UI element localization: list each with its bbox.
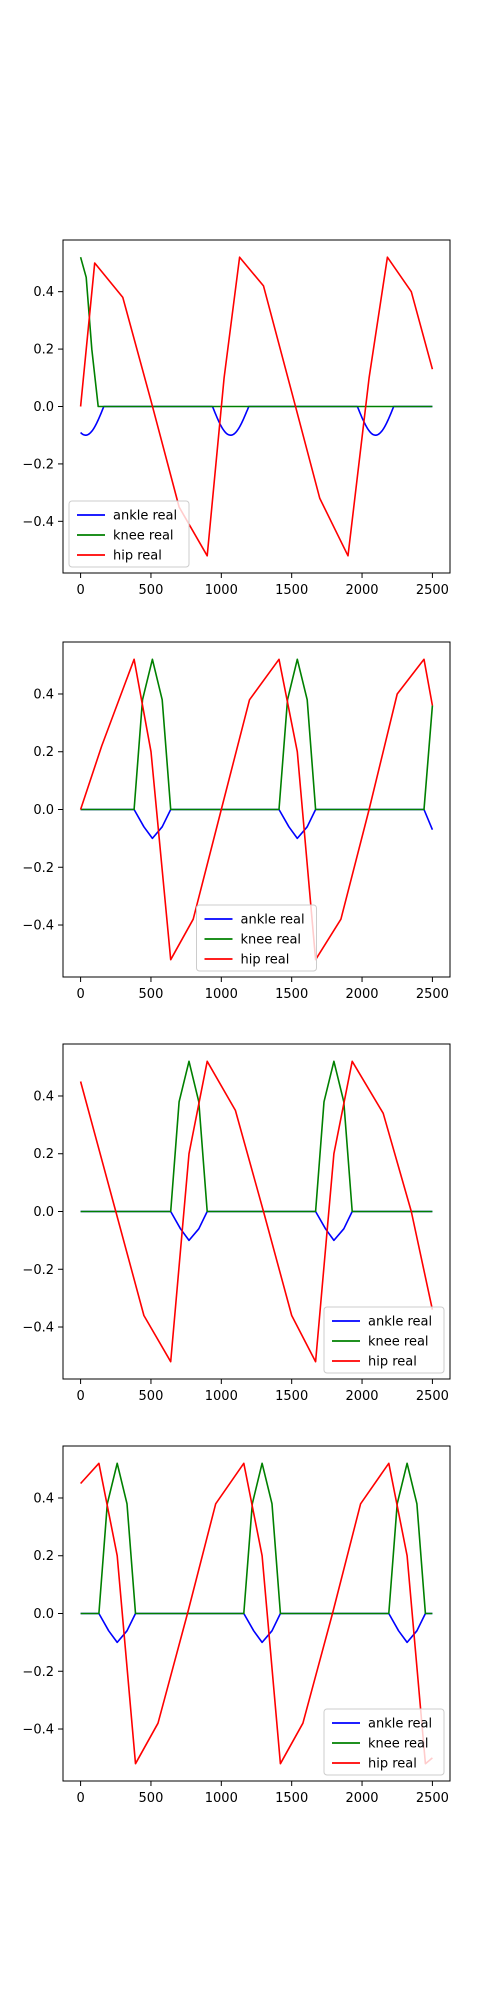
legend-label: hip real bbox=[113, 549, 162, 564]
y-tick-label: 0.0 bbox=[33, 1607, 54, 1622]
legend-label: ankle real bbox=[368, 1717, 432, 1732]
y-tick-label: −0.2 bbox=[22, 861, 54, 876]
x-tick-label: 1000 bbox=[205, 583, 238, 598]
series-group bbox=[80, 1462, 433, 1765]
series-group bbox=[79, 256, 434, 557]
series-line-knee-real bbox=[80, 1462, 433, 1615]
chart-panel-2: 0 500 1000 1500 2000 2500 −0.4 −0.2 0.0 0.2 0.4 ank… bbox=[22, 641, 451, 1002]
legend-box bbox=[323, 1306, 445, 1374]
series-line-ankle-real bbox=[80, 808, 434, 840]
x-tick-label: 1500 bbox=[275, 583, 308, 598]
y-tick-label: 0.4 bbox=[33, 1491, 54, 1506]
series-line-hip-real bbox=[79, 1060, 434, 1363]
legend-label: hip real bbox=[368, 1355, 417, 1370]
series-line-ankle-real bbox=[80, 1612, 433, 1644]
legend-label: knee real bbox=[368, 1737, 429, 1752]
x-tick-label: 2500 bbox=[416, 583, 449, 598]
legend: ankle real knee real hip real bbox=[68, 500, 190, 568]
x-tick-label: 2500 bbox=[416, 1389, 449, 1404]
y-tick-label: −0.4 bbox=[22, 919, 54, 934]
x-tick-label: 2000 bbox=[345, 583, 378, 598]
y-tick-label: 0.2 bbox=[33, 1549, 54, 1564]
x-tick-label: 2000 bbox=[345, 1389, 378, 1404]
legend-label: ankle real bbox=[113, 509, 177, 524]
x-tick-label: 0 bbox=[76, 987, 84, 1002]
legend-label: knee real bbox=[241, 933, 302, 948]
y-tick-label: 0.0 bbox=[33, 803, 54, 818]
y-tick-label: 0.0 bbox=[33, 400, 54, 415]
y-tick-label: −0.4 bbox=[22, 1321, 54, 1336]
series-line-knee-real bbox=[80, 1060, 433, 1213]
x-tick-label: 500 bbox=[139, 1389, 164, 1404]
series-line-hip-real bbox=[79, 256, 434, 557]
legend-label: hip real bbox=[368, 1757, 417, 1772]
x-tick-label: 500 bbox=[139, 1791, 164, 1806]
x-tick-label: 2000 bbox=[345, 987, 378, 1002]
y-tick-label: 0.4 bbox=[33, 285, 54, 300]
x-tick-label: 0 bbox=[76, 583, 84, 598]
x-tick-label: 1000 bbox=[205, 1389, 238, 1404]
series-line-hip-real bbox=[79, 658, 434, 961]
series-line-knee-real bbox=[80, 658, 434, 811]
y-tick-label: 0.4 bbox=[33, 687, 54, 702]
x-tick-label: 1000 bbox=[205, 1791, 238, 1806]
series-line-ankle-real bbox=[80, 405, 433, 436]
x-tick-label: 2500 bbox=[416, 987, 449, 1002]
y-tick-label: −0.4 bbox=[22, 515, 54, 530]
series-line-knee-real bbox=[79, 256, 433, 408]
y-tick-label: −0.4 bbox=[22, 1723, 54, 1738]
legend-box bbox=[196, 904, 317, 972]
y-tick-label: −0.2 bbox=[22, 1263, 54, 1278]
x-tick-label: 1500 bbox=[275, 1791, 308, 1806]
y-tick-label: 0.4 bbox=[33, 1089, 54, 1104]
y-tick-label: 0.0 bbox=[33, 1205, 54, 1220]
series-group bbox=[79, 1060, 434, 1363]
y-tick-label: 0.2 bbox=[33, 1147, 54, 1162]
legend-label: knee real bbox=[368, 1335, 429, 1350]
x-tick-label: 2000 bbox=[345, 1791, 378, 1806]
legend: ankle real knee real hip real bbox=[323, 1306, 445, 1374]
legend-label: ankle real bbox=[368, 1315, 432, 1330]
x-tick-label: 1500 bbox=[275, 1389, 308, 1404]
y-tick-label: −0.2 bbox=[22, 457, 54, 472]
x-tick-label: 500 bbox=[139, 987, 164, 1002]
y-tick-label: 0.2 bbox=[33, 343, 54, 358]
chart-panel-1: 0 500 1000 1500 2000 2500 −0.4 −0.2 0.0 0.2 0.4 ank… bbox=[22, 239, 451, 598]
series-group bbox=[79, 658, 434, 961]
x-tick-label: 0 bbox=[76, 1791, 84, 1806]
y-tick-label: −0.2 bbox=[22, 1665, 54, 1680]
legend-label: hip real bbox=[241, 953, 290, 968]
x-tick-label: 2500 bbox=[416, 1791, 449, 1806]
x-tick-label: 0 bbox=[76, 1389, 84, 1404]
legend: ankle real knee real hip real bbox=[323, 1708, 445, 1776]
x-tick-label: 1000 bbox=[205, 987, 238, 1002]
legend-label: knee real bbox=[113, 529, 174, 544]
legend-box bbox=[323, 1708, 445, 1776]
series-line-ankle-real bbox=[80, 1210, 433, 1242]
y-tick-label: 0.2 bbox=[33, 745, 54, 760]
legend-box bbox=[68, 500, 190, 568]
chart-panel-4: 0 500 1000 1500 2000 2500 −0.4 −0.2 0.0 0.2 0.4 ank… bbox=[22, 1445, 451, 1806]
legend: ankle real knee real hip real bbox=[196, 904, 317, 972]
legend-label: ankle real bbox=[241, 913, 305, 928]
chart-panel-3: 0 500 1000 1500 2000 2500 −0.4 −0.2 0.0 0.2 0.4 ank… bbox=[22, 1043, 451, 1404]
x-tick-label: 1500 bbox=[275, 987, 308, 1002]
series-line-hip-real bbox=[80, 1462, 433, 1765]
x-tick-label: 500 bbox=[139, 583, 164, 598]
